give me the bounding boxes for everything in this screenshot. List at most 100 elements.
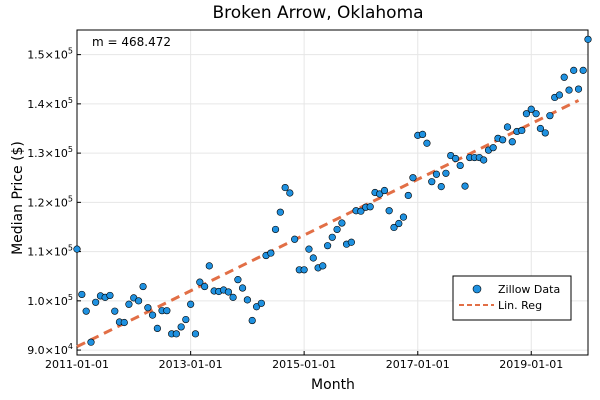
data-point	[432, 170, 441, 178]
y-tick-label: 1.3×105	[27, 145, 73, 160]
data-point	[201, 282, 209, 291]
data-point	[205, 262, 213, 270]
data-point	[503, 123, 512, 131]
data-point	[456, 161, 464, 170]
data-point	[319, 262, 327, 270]
data-point	[163, 307, 171, 315]
data-point	[376, 190, 384, 198]
data-point	[271, 225, 280, 234]
data-point	[191, 330, 200, 338]
data-point	[177, 323, 185, 331]
x-axis-ticks: 2011-01-01 2013-01-01 2015-01-01 2017-01-01…	[45, 351, 563, 371]
regression-line	[76, 99, 580, 348]
data-point	[78, 290, 86, 299]
data-point	[333, 225, 341, 234]
data-point	[428, 178, 436, 186]
data-point	[404, 191, 412, 200]
data-point	[385, 207, 393, 215]
data-point	[527, 105, 535, 113]
data-point	[437, 182, 445, 191]
data-point	[252, 303, 261, 311]
data-point	[148, 311, 157, 319]
data-point	[324, 242, 332, 250]
data-point	[224, 288, 233, 296]
data-point	[172, 330, 180, 338]
x-tick-label: 2011-01-01	[45, 358, 109, 371]
data-point	[309, 254, 317, 262]
y-tick-label: 1.4×105	[27, 96, 73, 111]
data-point	[399, 213, 408, 221]
data-point	[134, 297, 143, 305]
data-point	[423, 139, 431, 147]
data-point	[153, 324, 161, 333]
data-point	[560, 73, 568, 81]
y-tick-label: 1.5×105	[27, 47, 73, 62]
data-point	[257, 299, 265, 307]
y-tick-label: 9.0×104	[27, 342, 73, 357]
data-point	[234, 276, 242, 284]
data-point	[357, 207, 365, 215]
data-point	[111, 307, 119, 315]
x-tick-label: 2015-01-01	[272, 358, 336, 371]
data-point	[291, 235, 299, 243]
data-point	[461, 182, 469, 190]
data-point	[106, 291, 114, 300]
data-point	[248, 316, 256, 325]
data-point	[418, 130, 427, 138]
legend: Zillow Data Lin. Reg	[452, 275, 572, 321]
data-point	[480, 156, 488, 164]
x-tick-label: 2019-01-01	[499, 358, 563, 371]
data-point	[409, 174, 417, 182]
legend-marker-zillow	[472, 284, 482, 294]
grid-lines	[76, 30, 588, 355]
data-point	[508, 138, 516, 146]
data-point	[579, 66, 587, 74]
data-point	[276, 208, 284, 216]
regression-line-layer	[76, 99, 580, 348]
data-point	[574, 85, 583, 93]
data-point	[243, 296, 251, 304]
y-tick-label: 1.0×105	[27, 293, 73, 308]
data-point	[120, 318, 128, 327]
data-point	[347, 238, 355, 246]
x-axis-label: Month	[311, 377, 355, 393]
data-point	[489, 144, 497, 152]
data-point	[555, 91, 563, 99]
plot-frame	[76, 29, 589, 356]
data-point	[82, 307, 90, 315]
legend-label-regression: Lin. Reg	[498, 299, 542, 312]
x-tick-label: 2017-01-01	[386, 358, 450, 371]
data-point	[238, 284, 247, 292]
data-point	[380, 186, 389, 195]
data-point	[139, 282, 147, 291]
data-point	[229, 293, 237, 301]
data-point	[182, 315, 190, 324]
data-point	[518, 126, 526, 135]
legend-box	[452, 275, 572, 321]
y-axis-ticks: 9.0×104 1.0×105 1.1×105 1.2×105 1.3×105 1.4×1…	[27, 47, 81, 357]
scatter-points-layer	[73, 35, 592, 346]
data-point	[451, 154, 460, 163]
data-point	[300, 266, 308, 274]
data-point	[92, 298, 100, 306]
data-point	[328, 233, 336, 241]
data-point	[73, 245, 81, 253]
x-tick-label: 2013-01-01	[159, 358, 223, 371]
data-point	[390, 223, 398, 232]
chart-title: Broken Arrow, Oklahoma	[212, 3, 423, 23]
data-point	[286, 189, 294, 197]
data-point	[546, 112, 554, 120]
data-point	[499, 136, 507, 144]
data-point	[281, 183, 289, 192]
data-point	[267, 249, 275, 257]
data-point	[522, 110, 531, 118]
data-point	[570, 66, 578, 74]
data-point	[565, 86, 573, 94]
data-point	[338, 219, 346, 227]
y-tick-label: 1.2×105	[27, 194, 73, 209]
data-point	[536, 124, 545, 133]
data-point	[532, 110, 540, 118]
data-point	[395, 219, 403, 228]
